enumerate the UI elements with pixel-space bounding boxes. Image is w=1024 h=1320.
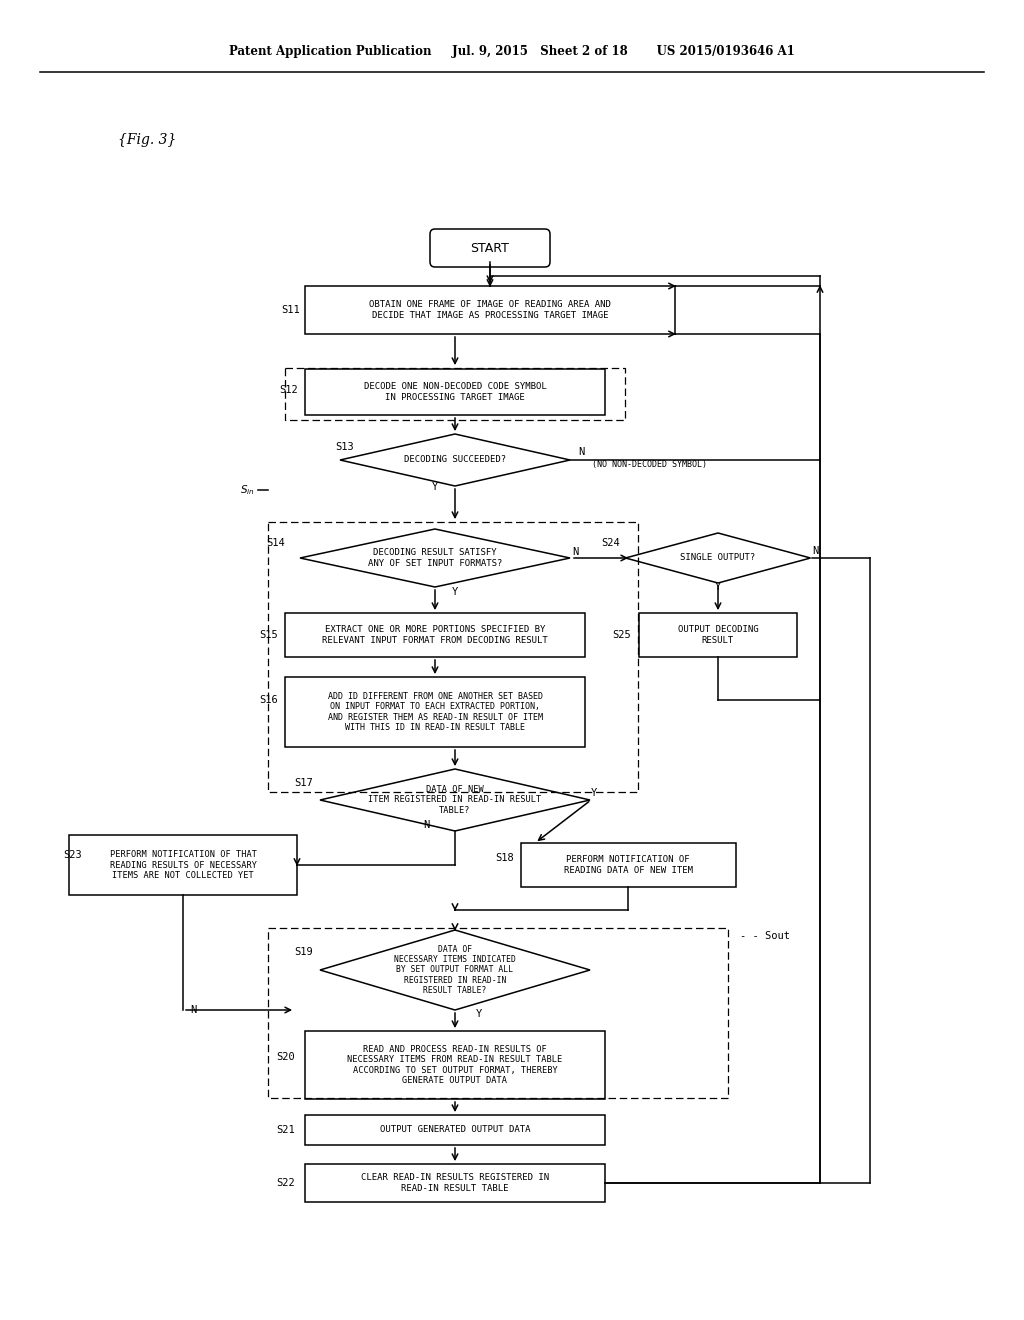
Text: (NO NON-DECODED SYMBOL): (NO NON-DECODED SYMBOL)	[592, 459, 707, 469]
Text: N: N	[578, 447, 585, 457]
Text: S20: S20	[276, 1052, 295, 1063]
Bar	[520, 843, 735, 887]
Text: N: N	[190, 1005, 197, 1015]
Text: Y: Y	[432, 482, 438, 492]
Text: S17: S17	[294, 777, 313, 788]
Text: S15: S15	[259, 630, 278, 640]
Text: READ AND PROCESS READ-IN RESULTS OF
NECESSARY ITEMS FROM READ-IN RESULT TABLE
AC: READ AND PROCESS READ-IN RESULTS OF NECE…	[347, 1045, 562, 1085]
Text: S24: S24	[601, 539, 620, 548]
Text: OUTPUT GENERATED OUTPUT DATA: OUTPUT GENERATED OUTPUT DATA	[380, 1126, 530, 1134]
Text: $S_{in}$: $S_{in}$	[241, 483, 255, 496]
Text: DATA OF NEW
ITEM REGISTERED IN READ-IN RESULT
TABLE?: DATA OF NEW ITEM REGISTERED IN READ-IN R…	[369, 785, 542, 814]
Text: S13: S13	[335, 442, 353, 451]
Text: S11: S11	[282, 305, 300, 315]
Text: - - Sout: - - Sout	[740, 931, 790, 941]
Polygon shape	[300, 529, 570, 587]
Text: S22: S22	[276, 1177, 295, 1188]
Text: S21: S21	[276, 1125, 295, 1135]
Bar	[305, 1031, 605, 1100]
Bar	[268, 928, 728, 1098]
Polygon shape	[340, 434, 570, 486]
Text: ADD ID DIFFERENT FROM ONE ANOTHER SET BASED
ON INPUT FORMAT TO EACH EXTRACTED PO: ADD ID DIFFERENT FROM ONE ANOTHER SET BA…	[328, 692, 543, 733]
FancyBboxPatch shape	[430, 228, 550, 267]
Text: OUTPUT DECODING
RESULT: OUTPUT DECODING RESULT	[678, 626, 759, 644]
Text: CLEAR READ-IN RESULTS REGISTERED IN
READ-IN RESULT TABLE: CLEAR READ-IN RESULTS REGISTERED IN READ…	[360, 1173, 549, 1193]
Bar	[305, 370, 605, 414]
Text: Patent Application Publication     Jul. 9, 2015   Sheet 2 of 18       US 2015/01: Patent Application Publication Jul. 9, 2…	[229, 45, 795, 58]
Polygon shape	[319, 931, 590, 1010]
Bar	[639, 612, 797, 657]
Text: S19: S19	[294, 946, 313, 957]
Bar	[69, 836, 297, 895]
Text: {Fig. 3}: {Fig. 3}	[118, 133, 176, 147]
Text: Y: Y	[452, 587, 458, 597]
Text: N: N	[812, 546, 818, 556]
Bar	[305, 1164, 605, 1203]
Text: S18: S18	[496, 853, 514, 863]
Text: EXTRACT ONE OR MORE PORTIONS SPECIFIED BY
RELEVANT INPUT FORMAT FROM DECODING RE: EXTRACT ONE OR MORE PORTIONS SPECIFIED B…	[323, 626, 548, 644]
Text: PERFORM NOTIFICATION OF
READING DATA OF NEW ITEM: PERFORM NOTIFICATION OF READING DATA OF …	[563, 855, 692, 875]
Text: S14: S14	[266, 539, 285, 548]
Bar	[268, 521, 638, 792]
Bar	[285, 612, 585, 657]
Bar	[305, 286, 675, 334]
Text: DECODING RESULT SATISFY
ANY OF SET INPUT FORMATS?: DECODING RESULT SATISFY ANY OF SET INPUT…	[368, 548, 502, 568]
Text: DECODE ONE NON-DECODED CODE SYMBOL
IN PROCESSING TARGET IMAGE: DECODE ONE NON-DECODED CODE SYMBOL IN PR…	[364, 383, 547, 401]
Bar	[305, 1115, 605, 1144]
Text: Y: Y	[591, 788, 597, 799]
Bar	[285, 368, 625, 420]
Text: S25: S25	[612, 630, 631, 640]
Text: PERFORM NOTIFICATION OF THAT
READING RESULTS OF NECESSARY
ITEMS ARE NOT COLLECTE: PERFORM NOTIFICATION OF THAT READING RES…	[110, 850, 256, 880]
Text: START: START	[471, 242, 509, 255]
Text: N: N	[572, 546, 579, 557]
Text: S16: S16	[259, 696, 278, 705]
Bar	[285, 677, 585, 747]
Polygon shape	[319, 770, 590, 832]
Text: S23: S23	[63, 850, 82, 861]
Text: OBTAIN ONE FRAME OF IMAGE OF READING AREA AND
DECIDE THAT IMAGE AS PROCESSING TA: OBTAIN ONE FRAME OF IMAGE OF READING ARE…	[369, 300, 611, 319]
Text: DATA OF
NECESSARY ITEMS INDICATED
BY SET OUTPUT FORMAT ALL
REGISTERED IN READ-IN: DATA OF NECESSARY ITEMS INDICATED BY SET…	[394, 945, 516, 995]
Text: S12: S12	[280, 385, 298, 395]
Text: SINGLE OUTPUT?: SINGLE OUTPUT?	[680, 553, 756, 562]
Text: DECODING SUCCEEDED?: DECODING SUCCEEDED?	[403, 455, 506, 465]
Polygon shape	[626, 533, 811, 583]
Text: Y: Y	[476, 1008, 482, 1019]
Text: N: N	[424, 820, 430, 830]
Text: Y: Y	[715, 582, 721, 591]
